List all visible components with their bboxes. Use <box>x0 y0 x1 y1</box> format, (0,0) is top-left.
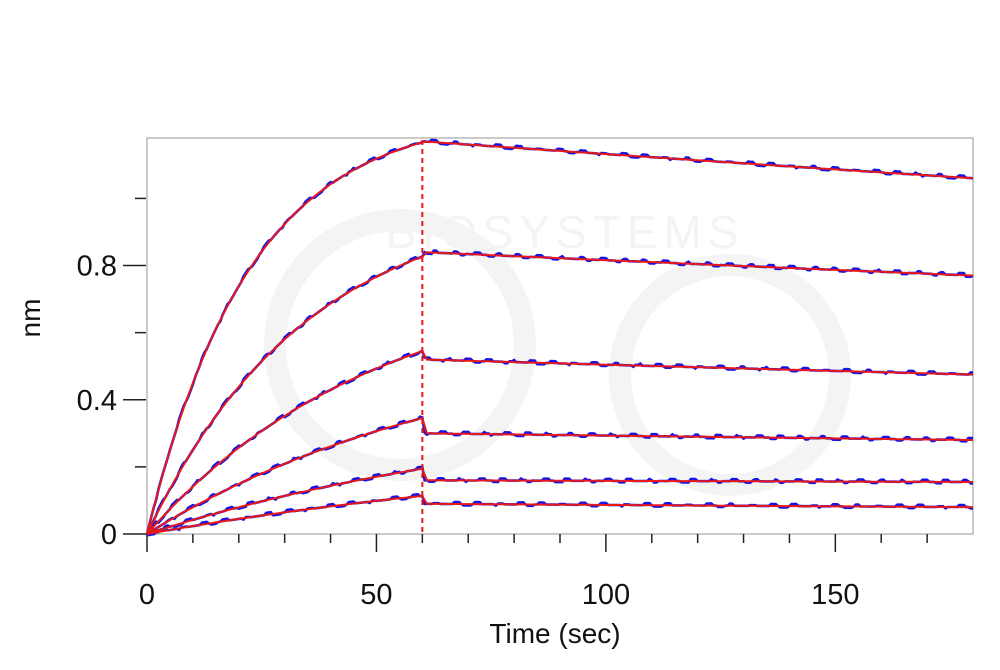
watermark-ring-right <box>609 254 851 496</box>
fit-curve-4 <box>146 416 973 535</box>
tick-labels: 0 50 100 150 0 0.4 0.8 <box>77 251 860 611</box>
fit-curve-5 <box>146 467 973 535</box>
y-tick-label: 0.4 <box>77 385 117 417</box>
fit-curve-1 <box>146 140 974 535</box>
fit-curve-6 <box>146 494 974 535</box>
watermark: BIOSYSTEMS <box>264 206 851 496</box>
x-tick-label: 100 <box>582 579 630 611</box>
curves <box>145 138 974 537</box>
data-curve-5 <box>146 465 973 537</box>
watermark-ring-left <box>264 209 536 481</box>
fit-curve-3 <box>146 349 974 535</box>
y-tick-label: 0.8 <box>77 251 117 283</box>
x-tick-label: 50 <box>360 579 392 611</box>
y-tick-label: 0 <box>101 519 117 551</box>
fit-curve-2 <box>146 251 974 535</box>
x-tick-label: 0 <box>139 579 155 611</box>
axes <box>123 197 928 552</box>
x-tick-label: 150 <box>811 579 859 611</box>
y-axis-title: nm <box>15 299 46 338</box>
x-axis-title: Time (sec) <box>489 618 620 649</box>
